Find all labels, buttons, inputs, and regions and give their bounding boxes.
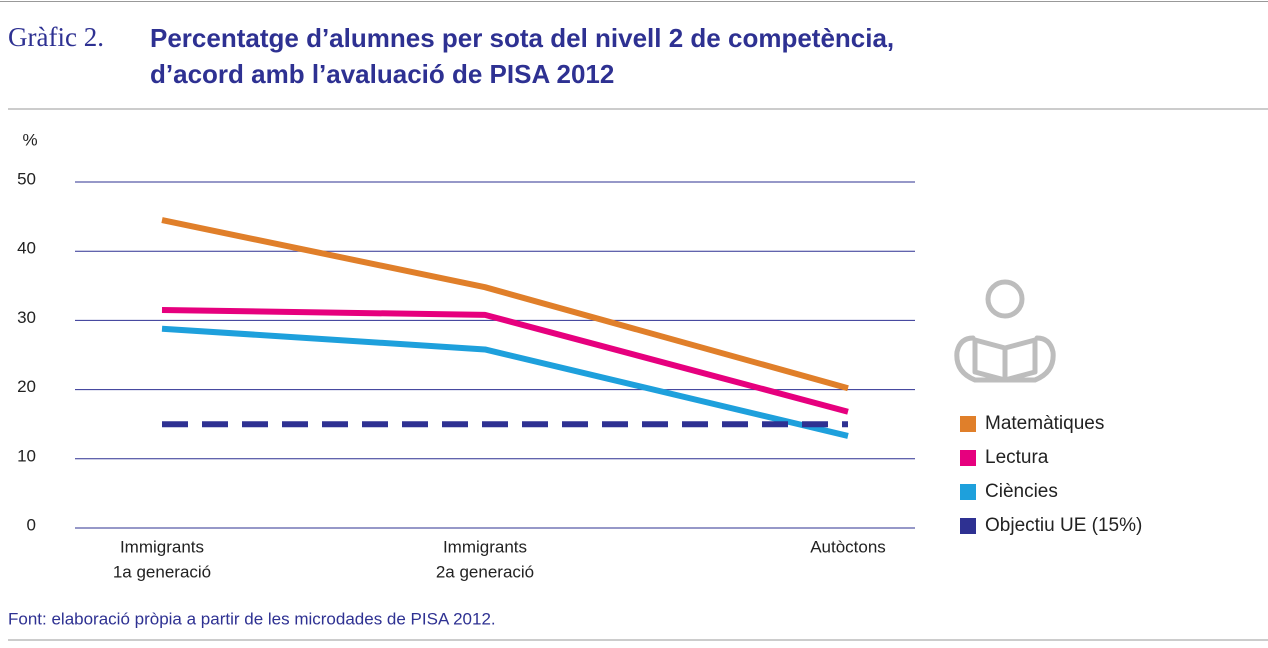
y-tick-label: 20 xyxy=(17,377,36,396)
chart-title: Percentatge d’alumnes per sota del nivel… xyxy=(150,23,894,53)
legend-label: Lectura xyxy=(985,447,1049,468)
reader-icon xyxy=(954,279,1056,383)
legend-label: Ciències xyxy=(985,481,1058,502)
legend-label: Objectiu UE (15%) xyxy=(985,515,1142,536)
source-note: Font: elaboració pròpia a partir de les … xyxy=(8,609,496,628)
y-tick-label: 0 xyxy=(27,515,36,534)
y-tick-label: 10 xyxy=(17,446,36,465)
y-tick-label: 40 xyxy=(17,239,36,258)
x-tick-label: Immigrants xyxy=(443,537,527,556)
y-tick-label: 30 xyxy=(17,308,36,327)
x-tick-label: 2a generació xyxy=(436,562,534,581)
legend-swatch xyxy=(960,416,976,432)
legend-swatch xyxy=(960,450,976,466)
x-tick-label: Immigrants xyxy=(120,537,204,556)
legend-swatch xyxy=(960,518,976,534)
series-line xyxy=(161,217,849,392)
chart-title: d’acord amb l’avaluació de PISA 2012 xyxy=(150,59,614,89)
legend-swatch xyxy=(960,484,976,500)
legend-label: Matemàtiques xyxy=(985,413,1104,434)
series-line xyxy=(161,325,849,439)
x-tick-label: 1a generació xyxy=(113,562,211,581)
y-tick-label: 50 xyxy=(17,169,36,188)
x-tick-label: Autòctons xyxy=(810,537,886,556)
y-axis-label: % xyxy=(22,130,37,149)
series-line xyxy=(161,307,849,415)
figure-label: Gràfic 2. xyxy=(8,22,104,52)
